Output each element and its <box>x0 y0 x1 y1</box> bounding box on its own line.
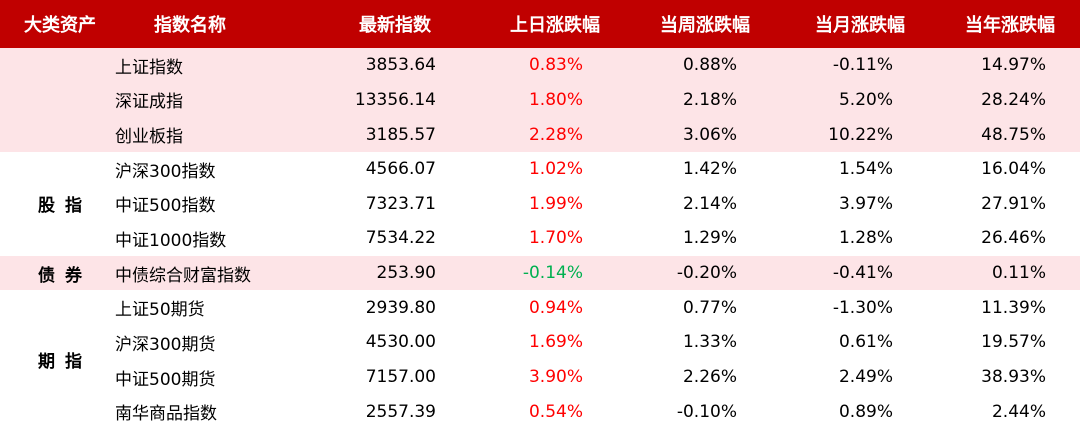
value-cell: 26.46% <box>981 228 1046 249</box>
index-name: 中证1000指数 <box>115 230 227 251</box>
header-cell: 指数名称 <box>154 15 226 36</box>
value-cell: 0.61% <box>838 332 893 353</box>
index-name: 创业板指 <box>115 127 183 148</box>
header-cell: 上日涨跌幅 <box>510 15 600 36</box>
value-cell: -0.14% <box>522 263 583 284</box>
category: 股指 <box>38 196 92 217</box>
header-cell: 当月涨跌幅 <box>815 15 905 36</box>
value-cell: 3.97% <box>838 193 893 214</box>
index-name: 深证成指 <box>115 92 183 113</box>
group-band <box>0 151 1080 256</box>
value-cell: 5.20% <box>838 89 893 110</box>
value-cell: 28.24% <box>981 89 1046 110</box>
category: 期指 <box>38 352 92 373</box>
value-cell: 1.02% <box>528 159 583 180</box>
value-cell: 7534.22 <box>365 228 436 249</box>
value-cell: 16.04% <box>981 159 1046 180</box>
value-cell: 3.90% <box>528 367 583 388</box>
value-cell: 1.99% <box>528 193 583 214</box>
group-band <box>0 255 1080 291</box>
index-name: 中证500指数 <box>115 196 216 217</box>
value-cell: 1.33% <box>682 332 737 353</box>
header-cell: 大类资产 <box>24 15 96 36</box>
value-cell: -0.20% <box>676 263 737 284</box>
value-cell: 0.77% <box>682 297 737 318</box>
value-cell: 1.28% <box>838 228 893 249</box>
value-cell: 13356.14 <box>354 89 436 110</box>
value-cell: 7323.71 <box>365 193 436 214</box>
index-name: 沪深300指数 <box>115 161 216 182</box>
value-cell: 3185.57 <box>365 124 436 145</box>
value-cell: 0.94% <box>528 297 583 318</box>
value-cell: 0.88% <box>682 55 737 76</box>
value-cell: 2.14% <box>682 193 737 214</box>
value-cell: 0.11% <box>991 263 1046 284</box>
value-cell: 2.28% <box>528 124 583 145</box>
value-cell: 3853.64 <box>365 55 436 76</box>
value-cell: -0.11% <box>832 55 893 76</box>
index-name: 中证500期货 <box>115 369 216 390</box>
group-band <box>0 48 1080 152</box>
value-cell: 1.70% <box>528 228 583 249</box>
value-cell: 3.06% <box>682 124 737 145</box>
value-cell: 4566.07 <box>365 159 436 180</box>
value-cell: 2.49% <box>838 367 893 388</box>
value-cell: -0.41% <box>832 263 893 284</box>
value-cell: 0.54% <box>528 401 583 422</box>
index-name: 中债综合财富指数 <box>115 265 251 286</box>
value-cell: 19.57% <box>981 332 1046 353</box>
value-cell: 11.39% <box>981 297 1046 318</box>
header-bar <box>0 0 1080 48</box>
value-cell: 2.44% <box>991 401 1046 422</box>
value-cell: -0.10% <box>676 401 737 422</box>
value-cell: 27.91% <box>981 193 1046 214</box>
index-name: 上证50期货 <box>115 300 205 321</box>
value-cell: 2939.80 <box>365 297 436 318</box>
value-cell: 0.89% <box>838 401 893 422</box>
group-band <box>0 290 1080 429</box>
value-cell: 1.29% <box>682 228 737 249</box>
value-cell: 253.90 <box>376 263 436 284</box>
header-cell: 当周涨跌幅 <box>660 15 750 36</box>
header-cell: 最新指数 <box>359 15 431 36</box>
value-cell: 2.26% <box>682 367 737 388</box>
value-cell: -1.30% <box>832 297 893 318</box>
index-name: 沪深300期货 <box>115 334 216 355</box>
index-name: 南华商品指数 <box>115 404 217 425</box>
value-cell: 1.80% <box>528 89 583 110</box>
value-cell: 0.83% <box>528 55 583 76</box>
value-cell: 7157.00 <box>365 367 436 388</box>
value-cell: 1.54% <box>838 159 893 180</box>
index-name: 上证指数 <box>115 57 183 78</box>
value-cell: 38.93% <box>981 367 1046 388</box>
value-cell: 1.69% <box>528 332 583 353</box>
value-cell: 2557.39 <box>365 401 436 422</box>
value-cell: 48.75% <box>981 124 1046 145</box>
value-cell: 2.18% <box>682 89 737 110</box>
value-cell: 4530.00 <box>365 332 436 353</box>
header-cell: 当年涨跌幅 <box>965 15 1055 36</box>
value-cell: 10.22% <box>828 124 893 145</box>
value-cell: 14.97% <box>981 55 1046 76</box>
value-cell: 1.42% <box>682 159 737 180</box>
category: 债券 <box>38 265 92 286</box>
